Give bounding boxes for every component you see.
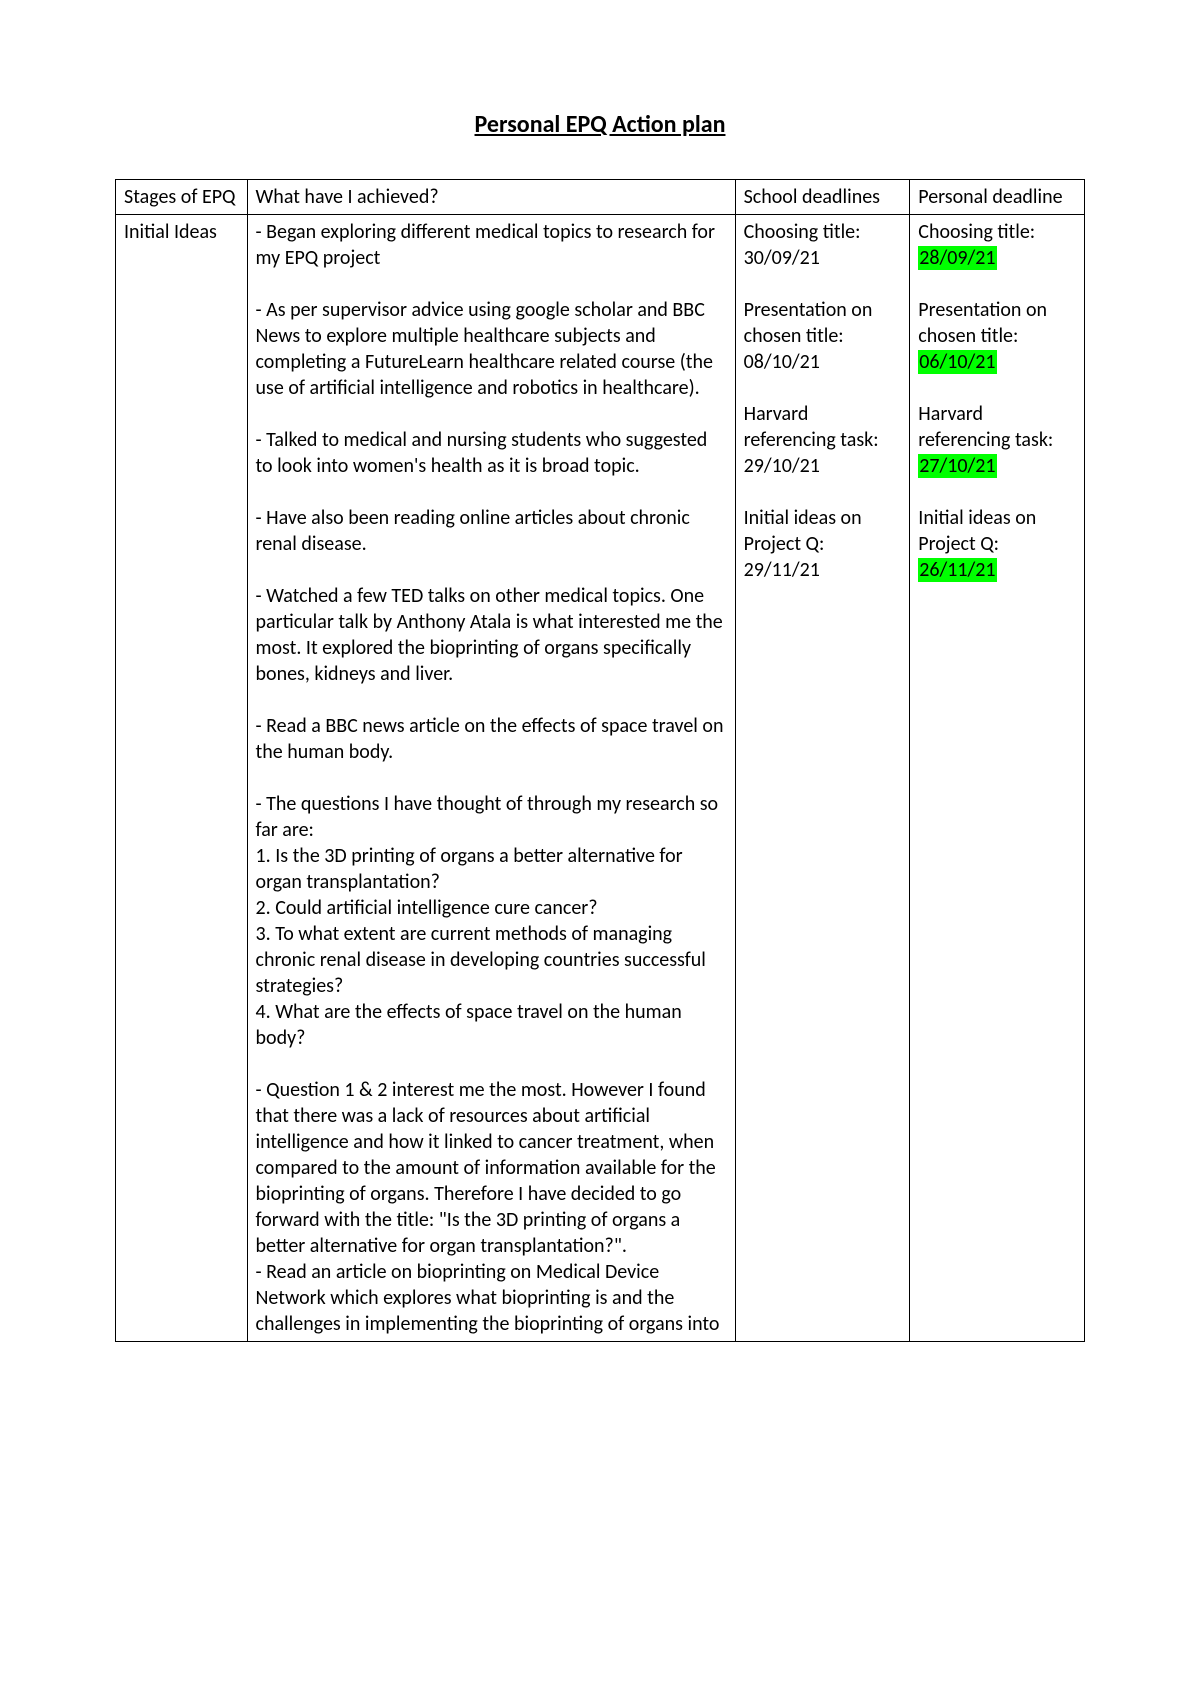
question-item: 1. Is the 3D printing of organs a better… — [256, 843, 727, 895]
deadline-item: Choosing title: 30/09/21 — [744, 219, 902, 271]
deadline-item: Harvard referencing task: 27/10/21 — [918, 401, 1076, 479]
cell-school-deadlines: Choosing title: 30/09/21 Presentation on… — [735, 215, 910, 1342]
deadline-item: Harvard referencing task: 29/10/21 — [744, 401, 902, 479]
header-stage: Stages of EPQ — [116, 180, 248, 215]
achieved-para: - Talked to medical and nursing students… — [256, 427, 727, 479]
question-item: 4. What are the effects of space travel … — [256, 999, 727, 1051]
question-intro: - The questions I have thought of throug… — [256, 791, 727, 843]
achieved-para: - Read a BBC news article on the effects… — [256, 713, 727, 765]
deadline-date-highlighted: 27/10/21 — [918, 454, 996, 478]
deadline-item: Initial ideas on Project Q: 26/11/21 — [918, 505, 1076, 583]
header-row: Stages of EPQ What have I achieved? Scho… — [116, 180, 1085, 215]
deadline-date-highlighted: 26/11/21 — [918, 558, 996, 582]
cell-personal-deadlines: Choosing title: 28/09/21 Presentation on… — [910, 215, 1085, 1342]
question-item: 2. Could artificial intelligence cure ca… — [256, 895, 727, 921]
deadline-label: Harvard referencing task: — [744, 401, 902, 453]
header-achieved: What have I achieved? — [247, 180, 735, 215]
deadline-item: Presentation on chosen title: 08/10/21 — [744, 297, 902, 375]
achieved-para: - Question 1 & 2 interest me the most. H… — [256, 1077, 727, 1337]
deadline-item: Choosing title: 28/09/21 — [918, 219, 1076, 271]
deadline-date: 30/09/21 — [744, 245, 902, 271]
cell-achieved: - Began exploring different medical topi… — [247, 215, 735, 1342]
achieved-para: - Watched a few TED talks on other medic… — [256, 583, 727, 687]
deadline-date: 08/10/21 — [744, 349, 902, 375]
table-row: Initial Ideas - Began exploring differen… — [116, 215, 1085, 1342]
deadline-item: Presentation on chosen title: 06/10/21 — [918, 297, 1076, 375]
deadline-label: Presentation on chosen title: — [918, 297, 1076, 349]
deadline-label: Initial ideas on Project Q: — [918, 505, 1076, 557]
decision-text: - Question 1 & 2 interest me the most. H… — [256, 1077, 727, 1259]
cell-stage: Initial Ideas — [116, 215, 248, 1342]
deadline-label: Initial ideas on Project Q: — [744, 505, 902, 557]
deadline-label: Choosing title: — [744, 219, 902, 245]
header-school: School deadlines — [735, 180, 910, 215]
header-personal: Personal deadline — [910, 180, 1085, 215]
deadline-date: 29/10/21 — [744, 453, 902, 479]
deadline-date: 29/11/21 — [744, 557, 902, 583]
achieved-para: - Began exploring different medical topi… — [256, 219, 727, 271]
achieved-para: - The questions I have thought of throug… — [256, 791, 727, 1051]
page-title: Personal EPQ Action plan — [115, 110, 1085, 139]
achieved-para: - Have also been reading online articles… — [256, 505, 727, 557]
achieved-para: - As per supervisor advice using google … — [256, 297, 727, 401]
deadline-date-highlighted: 28/09/21 — [918, 246, 996, 270]
action-plan-table: Stages of EPQ What have I achieved? Scho… — [115, 179, 1085, 1342]
question-item: 3. To what extent are current methods of… — [256, 921, 727, 999]
deadline-label: Harvard referencing task: — [918, 401, 1076, 453]
deadline-date-highlighted: 06/10/21 — [918, 350, 996, 374]
deadline-item: Initial ideas on Project Q: 29/11/21 — [744, 505, 902, 583]
article-text: - Read an article on bioprinting on Medi… — [256, 1259, 727, 1337]
deadline-label: Presentation on chosen title: — [744, 297, 902, 349]
deadline-label: Choosing title: — [918, 219, 1076, 245]
